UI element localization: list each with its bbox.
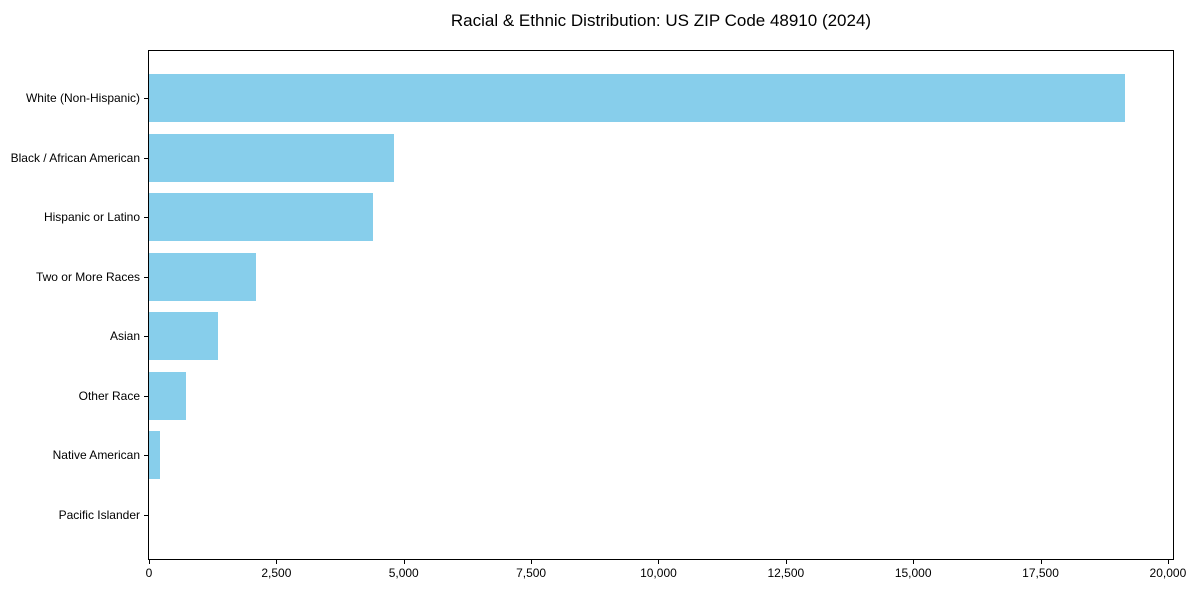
y-tick-label: Two or More Races xyxy=(35,269,140,284)
x-tick-label: 10,000 xyxy=(640,566,677,580)
y-tick-mark xyxy=(144,336,148,338)
x-tick-label: 15,000 xyxy=(894,566,932,580)
bar-hispanic-or-latino xyxy=(149,193,374,242)
x-tick-mark xyxy=(403,560,405,564)
y-tick-label: Native American xyxy=(52,448,140,463)
y-tick-mark xyxy=(144,276,148,278)
y-tick-mark xyxy=(144,157,148,159)
x-tick-label: 0 xyxy=(145,566,153,580)
y-tick-label: Other Race xyxy=(78,388,140,403)
x-tick-label: 7,500 xyxy=(516,566,547,580)
x-tick-label: 20,000 xyxy=(1149,566,1187,580)
x-tick-mark xyxy=(1040,560,1042,564)
y-tick-mark xyxy=(144,395,148,397)
y-tick-mark xyxy=(144,515,148,516)
bar-other-race xyxy=(149,371,187,420)
y-tick-label: Black / African American xyxy=(10,150,140,165)
y-tick-label: Asian xyxy=(109,329,140,344)
x-tick-mark xyxy=(785,560,787,564)
bar-native-american xyxy=(149,431,161,480)
x-tick-label: 12,500 xyxy=(767,566,805,580)
bar-asian xyxy=(149,312,218,361)
x-tick-mark xyxy=(531,560,533,564)
x-tick-label: 2,500 xyxy=(261,566,292,580)
x-tick-mark xyxy=(276,560,278,564)
plot-area xyxy=(148,50,1174,560)
bar-white-non-hispanic xyxy=(149,74,1125,122)
x-tick-mark xyxy=(149,560,150,564)
y-tick-mark xyxy=(144,217,148,219)
y-tick-label: Hispanic or Latino xyxy=(43,210,140,225)
x-tick-mark xyxy=(913,560,915,564)
chart-title: Racial & Ethnic Distribution: US ZIP Cod… xyxy=(450,11,872,30)
y-tick-mark xyxy=(144,98,148,99)
y-tick-label: White (Non-Hispanic) xyxy=(25,91,140,105)
bar-black-african-american xyxy=(149,133,394,182)
y-tick-label: Pacific Islander xyxy=(58,508,140,522)
y-tick-mark xyxy=(144,455,148,457)
x-tick-mark xyxy=(658,560,660,564)
x-tick-label: 17,500 xyxy=(1022,566,1059,580)
x-tick-label: 5,000 xyxy=(388,566,419,580)
bar-two-or-more-races xyxy=(149,252,256,301)
x-tick-mark xyxy=(1167,560,1169,564)
